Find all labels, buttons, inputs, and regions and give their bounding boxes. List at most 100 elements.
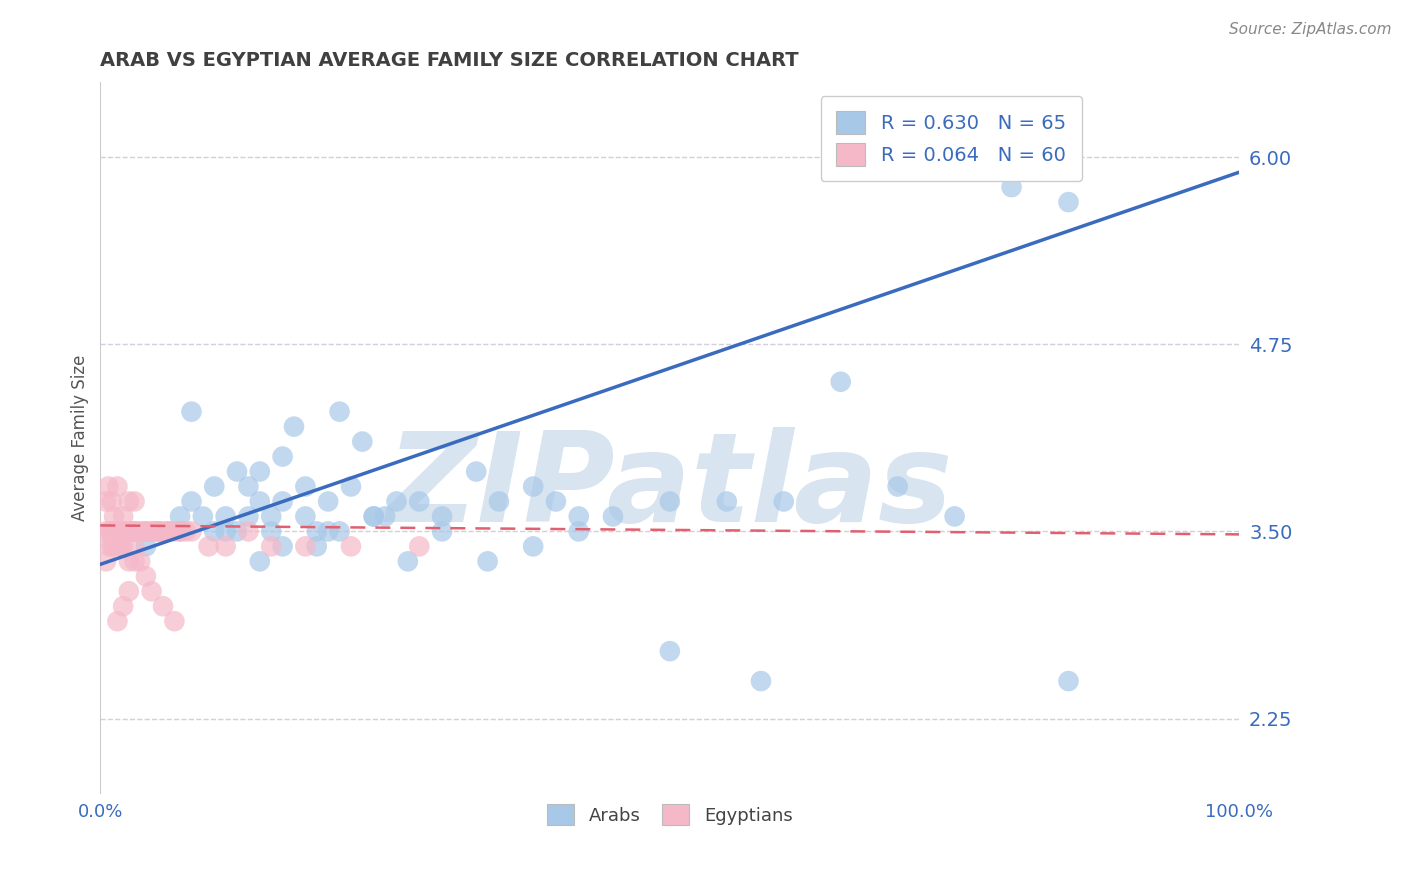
Point xyxy=(148,524,170,539)
Point xyxy=(316,494,339,508)
Point xyxy=(658,644,681,658)
Point xyxy=(107,540,129,554)
Point xyxy=(180,524,202,539)
Point xyxy=(1057,195,1080,210)
Point xyxy=(136,524,159,539)
Y-axis label: Average Family Size: Average Family Size xyxy=(72,355,89,521)
Point xyxy=(112,509,135,524)
Point xyxy=(294,540,316,554)
Point xyxy=(94,494,117,508)
Point xyxy=(125,524,148,539)
Point xyxy=(135,569,157,583)
Point xyxy=(112,599,135,614)
Point xyxy=(488,494,510,508)
Point xyxy=(544,494,567,508)
Point xyxy=(830,375,852,389)
Point xyxy=(103,509,125,524)
Point xyxy=(886,479,908,493)
Point xyxy=(363,509,385,524)
Point xyxy=(226,524,249,539)
Point xyxy=(110,524,132,539)
Point xyxy=(340,479,363,493)
Point xyxy=(112,524,135,539)
Point xyxy=(328,524,350,539)
Point xyxy=(408,494,430,508)
Point xyxy=(98,524,121,539)
Point xyxy=(249,465,271,479)
Point xyxy=(214,524,236,539)
Point xyxy=(374,509,396,524)
Point xyxy=(238,479,260,493)
Point xyxy=(124,554,146,568)
Point xyxy=(98,540,121,554)
Point xyxy=(749,674,772,689)
Point xyxy=(249,494,271,508)
Point xyxy=(180,494,202,508)
Point xyxy=(118,554,141,568)
Point xyxy=(568,524,591,539)
Point xyxy=(238,509,260,524)
Point xyxy=(107,479,129,493)
Point xyxy=(103,540,125,554)
Point xyxy=(124,524,146,539)
Point xyxy=(110,540,132,554)
Point xyxy=(772,494,794,508)
Point xyxy=(100,540,122,554)
Point xyxy=(118,524,141,539)
Point xyxy=(214,540,236,554)
Point xyxy=(146,524,169,539)
Point xyxy=(169,524,191,539)
Point xyxy=(385,494,408,508)
Point xyxy=(238,524,260,539)
Point xyxy=(141,524,163,539)
Point xyxy=(112,524,135,539)
Point xyxy=(174,524,197,539)
Point xyxy=(477,554,499,568)
Text: ZIPatlas: ZIPatlas xyxy=(387,427,953,548)
Text: ARAB VS EGYPTIAN AVERAGE FAMILY SIZE CORRELATION CHART: ARAB VS EGYPTIAN AVERAGE FAMILY SIZE COR… xyxy=(100,51,799,70)
Point xyxy=(430,509,453,524)
Point xyxy=(340,540,363,554)
Point xyxy=(197,540,219,554)
Point xyxy=(202,524,225,539)
Point xyxy=(146,524,169,539)
Point xyxy=(129,554,152,568)
Point xyxy=(316,524,339,539)
Point xyxy=(226,465,249,479)
Point xyxy=(157,524,180,539)
Point xyxy=(716,494,738,508)
Point xyxy=(112,540,135,554)
Point xyxy=(163,614,186,628)
Point xyxy=(408,540,430,554)
Point xyxy=(141,584,163,599)
Point xyxy=(135,524,157,539)
Text: Source: ZipAtlas.com: Source: ZipAtlas.com xyxy=(1229,22,1392,37)
Point xyxy=(522,540,544,554)
Point xyxy=(114,524,136,539)
Point xyxy=(202,479,225,493)
Legend: Arabs, Egyptians: Arabs, Egyptians xyxy=(538,795,801,834)
Point xyxy=(180,404,202,418)
Point xyxy=(249,554,271,568)
Point xyxy=(152,524,174,539)
Point xyxy=(152,599,174,614)
Point xyxy=(132,524,155,539)
Point xyxy=(121,524,143,539)
Point xyxy=(163,524,186,539)
Point xyxy=(602,509,624,524)
Point xyxy=(1057,674,1080,689)
Point xyxy=(522,479,544,493)
Point xyxy=(396,554,419,568)
Point xyxy=(169,524,191,539)
Point xyxy=(100,524,122,539)
Point xyxy=(155,524,177,539)
Point xyxy=(169,509,191,524)
Point xyxy=(157,524,180,539)
Point xyxy=(294,509,316,524)
Point xyxy=(103,524,125,539)
Point xyxy=(271,494,294,508)
Point xyxy=(124,524,146,539)
Point xyxy=(328,404,350,418)
Point xyxy=(214,509,236,524)
Point xyxy=(430,524,453,539)
